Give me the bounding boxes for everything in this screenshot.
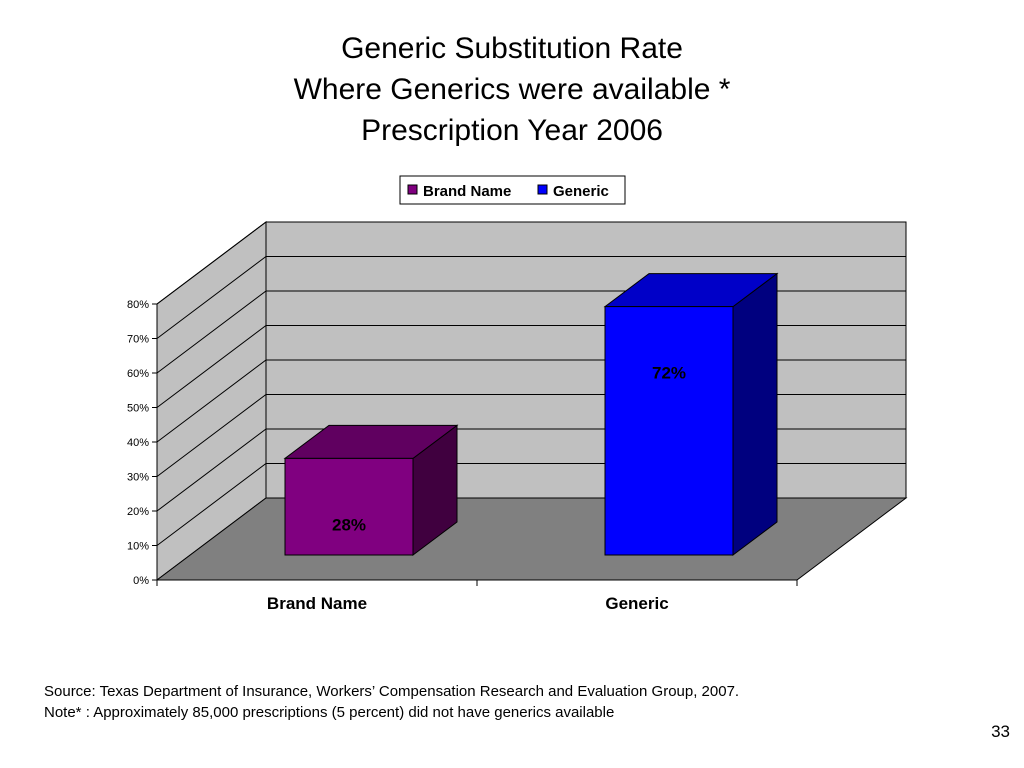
gridline (156, 256, 906, 339)
source-note: Source: Texas Department of Insurance, W… (44, 681, 739, 723)
title-line-1: Generic Substitution Rate (341, 32, 683, 65)
bar-side (732, 272, 778, 556)
legend-label-generic: Generic (553, 183, 609, 200)
page-number: 33 (991, 722, 1010, 741)
y-tick-label: 30% (127, 472, 149, 484)
source-line-2: Note* : Approximately 85,000 prescriptio… (44, 704, 615, 721)
data-label: 72% (652, 364, 686, 383)
y-tick-label: 40% (127, 437, 149, 449)
bar-front (284, 457, 414, 556)
legend-box (399, 175, 626, 205)
source-line-1: Source: Texas Department of Insurance, W… (44, 683, 740, 700)
legend: Brand Name Generic (399, 175, 626, 205)
y-tick-label: 10% (127, 541, 149, 553)
legend-swatch-generic (537, 184, 548, 195)
y-tick-label: 20% (127, 506, 149, 518)
bar-brand-name: 28% (283, 424, 459, 556)
y-tick-label: 0% (133, 575, 149, 587)
x-category-label: Generic (605, 594, 668, 613)
y-tick-label: 80% (127, 299, 149, 311)
legend-label-brand-name: Brand Name (423, 183, 511, 200)
x-category-label: Brand Name (267, 594, 367, 613)
bar-front (604, 306, 734, 556)
y-tick-label: 60% (127, 368, 149, 380)
bar-generic: 72% (603, 272, 779, 556)
floor (155, 497, 908, 581)
title-line-2: Where Generics were available * (293, 73, 731, 106)
chart-title: Generic Substitution Rate Where Generics… (0, 28, 1024, 151)
plot-area: 0% 10% 20% 30% 40% 50% 60% 70% 80% 28% Brand Name 7… (127, 220, 908, 613)
title-line-3: Prescription Year 2006 (361, 114, 663, 147)
gridline (156, 221, 906, 305)
legend-swatch-brand-name (407, 184, 418, 195)
y-tick-label: 70% (127, 334, 149, 346)
data-label: 28% (332, 515, 366, 534)
y-tick-label: 50% (127, 403, 149, 415)
